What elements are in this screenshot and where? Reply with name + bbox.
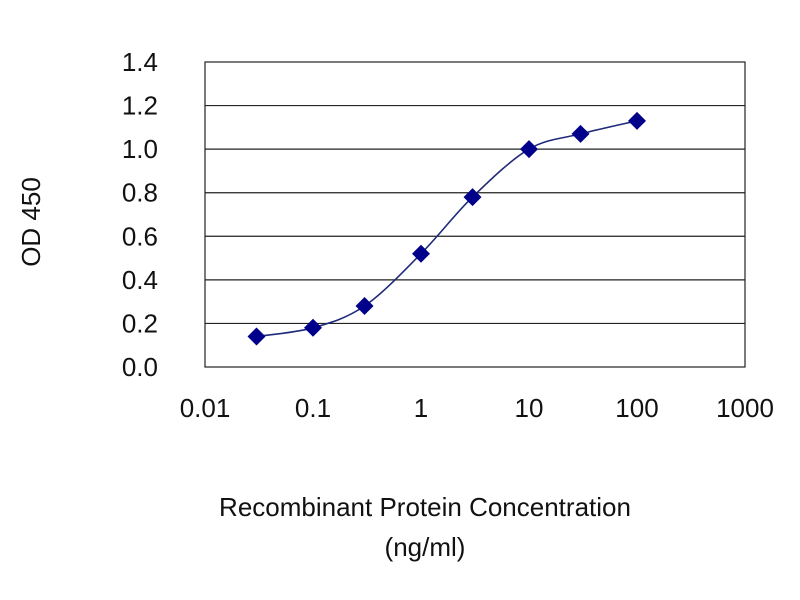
y-tick-label: 0.4 — [122, 265, 158, 295]
x-tick-label: 100 — [615, 393, 658, 423]
gridlines — [205, 104, 745, 325]
data-point — [463, 188, 482, 207]
data-point — [628, 111, 646, 130]
y-tick-label: 0.6 — [122, 221, 158, 251]
x-tick-label: 0.1 — [295, 393, 331, 423]
x-axis-unit: (ng/ml) — [385, 532, 466, 562]
x-tick-labels: 0.01 0.1 1 10 100 1000 — [180, 393, 774, 423]
data-point — [304, 318, 322, 337]
y-tick-label: 1.4 — [122, 47, 158, 77]
y-axis-title: OD 450 — [16, 177, 46, 267]
x-axis-title: Recombinant Protein Concentration — [219, 492, 631, 522]
y-tick-label: 0.2 — [122, 308, 158, 338]
data-point — [355, 297, 374, 315]
y-tick-label: 1.2 — [122, 91, 158, 121]
data-point — [412, 244, 430, 263]
x-tick-label: 1000 — [716, 393, 774, 423]
x-tick-label: 1 — [414, 393, 428, 423]
x-tick-label: 10 — [515, 393, 544, 423]
series-line — [256, 120, 638, 338]
data-point — [247, 327, 266, 346]
data-point — [571, 124, 590, 143]
y-tick-labels: 0.0 0.2 0.4 0.6 0.8 1.0 1.2 1.4 — [122, 47, 158, 382]
x-tick-label: 0.01 — [180, 393, 231, 423]
y-tick-label: 1.0 — [122, 134, 158, 164]
plot-frame — [204, 61, 746, 368]
data-point — [520, 140, 538, 159]
y-tick-label: 0.8 — [122, 178, 158, 208]
data-points — [247, 111, 646, 346]
y-tick-label: 0.0 — [122, 352, 158, 382]
